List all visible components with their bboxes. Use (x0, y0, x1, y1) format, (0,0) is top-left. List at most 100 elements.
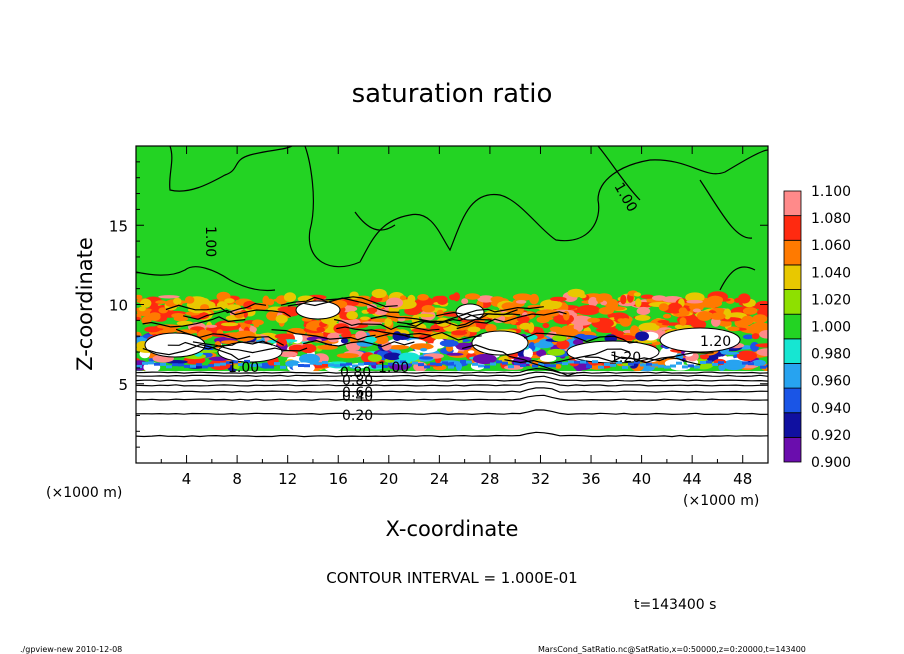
colorbar-label: 0.960 (811, 374, 851, 390)
x-tick-label: 8 (232, 470, 242, 488)
band-cell (300, 343, 317, 354)
undersaturated-blob (659, 327, 741, 353)
band-rim (544, 363, 550, 367)
band-rim (166, 365, 172, 369)
band-rim (580, 360, 586, 364)
band-cell-top (417, 294, 429, 301)
band-rim (244, 359, 250, 363)
band-rim (688, 364, 694, 368)
band-cell-top (297, 295, 315, 303)
band-cell (418, 356, 434, 360)
band-rim (274, 362, 280, 366)
contour-line-band (280, 296, 398, 308)
band-cell (759, 330, 768, 339)
contour-line-band (192, 341, 308, 354)
contour-line-upper (597, 146, 641, 201)
script-label: ./gpview-new 2010-12-08 (20, 645, 122, 654)
contour-line-band (523, 332, 638, 344)
band-rim (628, 362, 634, 366)
colorbar-swatch (783, 239, 802, 266)
band-cell (274, 333, 295, 340)
contour-line (136, 387, 768, 393)
band-rim (496, 360, 502, 364)
band-rim (418, 363, 424, 367)
band-rim (208, 364, 214, 368)
band-cell-top (752, 314, 768, 324)
band-cell (327, 332, 340, 343)
band-rim (598, 365, 604, 369)
colorbar-label: 1.040 (811, 265, 851, 281)
band-cell (576, 305, 601, 316)
band-cell (635, 331, 649, 342)
band-cell (233, 330, 256, 342)
band-rim (760, 365, 766, 369)
contour-lines (136, 146, 768, 438)
band-cell (409, 343, 434, 350)
band-cell (336, 353, 359, 359)
band-cell (144, 326, 161, 333)
band-rim (154, 362, 160, 366)
band-cell-top (536, 316, 550, 324)
colorbar-swatch (783, 338, 802, 364)
band-cell (657, 320, 670, 324)
band-rim (670, 364, 676, 368)
band-rim (712, 362, 718, 366)
band-cell-top (678, 307, 688, 315)
contour-line-upper (169, 146, 293, 192)
contour-line-band (435, 306, 544, 317)
band-rim (706, 360, 712, 364)
band-rim (250, 363, 256, 367)
band-rim (472, 362, 478, 366)
band-cell (674, 324, 684, 329)
band-cell (536, 309, 560, 318)
band-cell (721, 351, 740, 355)
band-cell (697, 311, 712, 321)
band-cell-top (633, 292, 642, 297)
colorbar-label: 1.080 (811, 211, 851, 227)
band-rim (364, 362, 370, 365)
band-cell-top (679, 317, 687, 326)
contour-label: 1.00 (378, 360, 409, 376)
band-cell-top (579, 293, 587, 299)
band-rim (196, 363, 202, 367)
band-cell-top (140, 298, 152, 308)
band-cell (547, 348, 565, 356)
band-rim (442, 361, 448, 365)
contour-line-band (183, 309, 291, 320)
band-cell (456, 344, 472, 351)
band-cell (266, 298, 275, 306)
band-rim (454, 361, 460, 365)
band-cell (699, 353, 710, 360)
band-cell (420, 348, 428, 352)
band-cell (221, 322, 239, 327)
colorbar-label: 1.000 (811, 320, 851, 336)
band-cell (436, 295, 448, 305)
band-cell (750, 341, 760, 352)
band-cell-top (356, 295, 370, 300)
band-cell (662, 313, 672, 319)
band-rim (646, 362, 652, 366)
band-cell (399, 295, 407, 301)
band-rim (466, 360, 472, 364)
contour-line-upper (354, 211, 396, 231)
band-rim (262, 364, 268, 368)
colorbar-labels: 0.900 0.920 0.940 0.960 0.980 1.000 1.020 1.040… (811, 184, 851, 471)
band-cell-top (635, 298, 642, 308)
band-cell (736, 350, 758, 362)
band-rim (736, 365, 742, 369)
band-cell (536, 349, 547, 357)
x-unit-right: (×1000 m) (683, 493, 759, 509)
colorbar-label: 0.980 (811, 347, 851, 363)
band-cell (136, 294, 143, 300)
band-cell (477, 295, 495, 303)
band-cell-top (384, 317, 393, 327)
band-rim (490, 362, 496, 366)
band-cell (277, 306, 302, 313)
contour-line-band (271, 329, 376, 341)
band-cell (136, 316, 141, 321)
contour-line-band (396, 309, 518, 325)
contour-line (136, 394, 768, 401)
band-rim (508, 365, 514, 369)
band-rim (184, 364, 190, 368)
band-cell-top (349, 291, 359, 300)
